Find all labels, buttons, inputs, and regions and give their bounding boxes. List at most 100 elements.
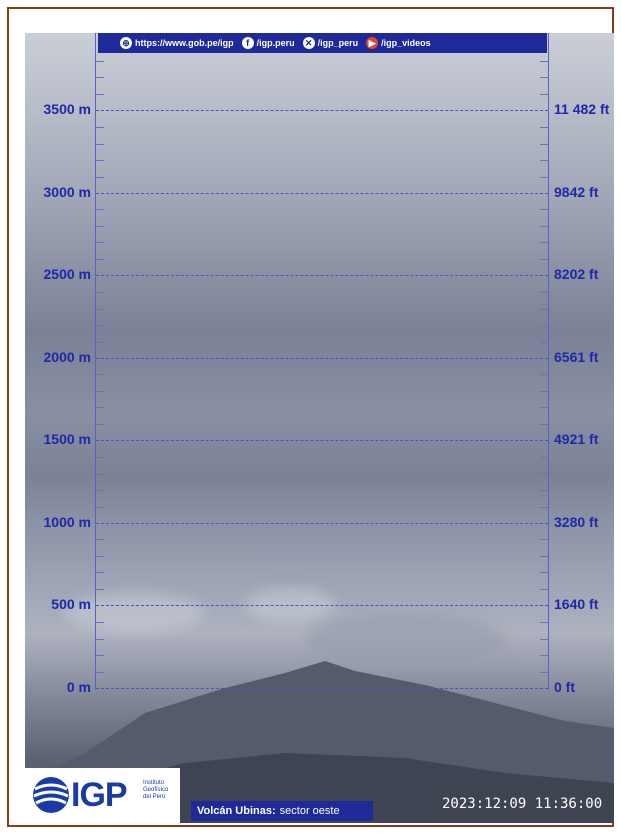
feet-label: 6561 ft: [554, 349, 599, 365]
scale-line: [96, 358, 548, 359]
scale-tick: [96, 309, 104, 310]
scale-tick: [540, 309, 548, 310]
meter-label: 2000 m: [43, 349, 91, 365]
x-link[interactable]: /igp_peru: [317, 38, 359, 48]
timestamp: 2023:12:09 11:36:00: [442, 796, 603, 812]
scale-line: [96, 605, 548, 606]
scale-line: [96, 688, 548, 689]
scale-tick: [540, 127, 548, 128]
scale-tick: [540, 61, 548, 62]
scale-tick: [540, 259, 548, 260]
scale-tick: [96, 556, 104, 557]
scale-tick: [540, 292, 548, 293]
scale-tick: [540, 589, 548, 590]
scale-tick: [96, 94, 104, 95]
scale-line: [96, 440, 548, 441]
scale-tick: [96, 639, 104, 640]
scale-tick: [540, 160, 548, 161]
facebook-icon: f: [241, 37, 254, 49]
scale-tick: [96, 572, 104, 573]
scale-tick: [96, 507, 104, 508]
globe-logo-icon: [33, 777, 69, 813]
scale-tick: [96, 77, 104, 78]
scale-tick: [96, 374, 104, 375]
scale-tick: [540, 622, 548, 623]
x-icon: ✕: [302, 37, 315, 49]
scale-line: [96, 110, 548, 111]
scale-tick: [96, 622, 104, 623]
meter-label: 3000 m: [43, 184, 91, 200]
youtube-icon: ▶: [366, 37, 379, 49]
scale-tick: [540, 391, 548, 392]
scale-tick: [540, 407, 548, 408]
scale-tick: [540, 325, 548, 326]
scale-tick: [540, 242, 548, 243]
scale-tick: [96, 490, 104, 491]
facebook-link[interactable]: /igp.peru: [256, 38, 295, 48]
scale-tick: [540, 539, 548, 540]
scale-tick: [96, 61, 104, 62]
scale-tick: [96, 655, 104, 656]
top-info-bar: ⊕ https://www.gob.pe/igp f/igp.peru ✕/igp…: [98, 33, 547, 53]
logo-text: IGP: [71, 776, 128, 814]
scale-tick: [540, 639, 548, 640]
feet-label: 0 ft: [554, 679, 575, 695]
scale-tick: [96, 160, 104, 161]
meter-label: 0 m: [66, 679, 91, 695]
feet-label: 4921 ft: [554, 431, 599, 447]
meter-label: 2500 m: [43, 266, 91, 282]
volcano-caption: Volcán Ubinas: sector oeste: [191, 801, 373, 821]
scale-tick: [540, 209, 548, 210]
scale-tick: [540, 342, 548, 343]
feet-label: 8202 ft: [554, 266, 599, 282]
scale-tick: [96, 589, 104, 590]
scale-tick: [96, 242, 104, 243]
meter-label: 1000 m: [43, 514, 91, 530]
scale-tick: [96, 672, 104, 673]
scale-tick: [540, 490, 548, 491]
scale-tick: [540, 94, 548, 95]
website-link[interactable]: https://www.gob.pe/igp: [135, 38, 234, 48]
scale-tick: [540, 507, 548, 508]
scale-tick: [96, 292, 104, 293]
scale-tick: [96, 539, 104, 540]
left-scale-axis: [95, 33, 96, 690]
scale-line: [96, 193, 548, 194]
scale-tick: [96, 391, 104, 392]
scale-tick: [96, 144, 104, 145]
scale-tick: [96, 457, 104, 458]
logo-subtitle: Instituto Geofísico del Perú: [143, 780, 169, 800]
scale-tick: [96, 325, 104, 326]
meter-label: 1500 m: [43, 431, 91, 447]
scale-tick: [96, 177, 104, 178]
scale-tick: [96, 342, 104, 343]
scale-tick: [540, 474, 548, 475]
scale-tick: [540, 672, 548, 673]
scale-tick: [540, 226, 548, 227]
scale-line: [96, 523, 548, 524]
scale-line: [96, 275, 548, 276]
scale-tick: [540, 655, 548, 656]
scale-tick: [540, 556, 548, 557]
scale-tick: [540, 374, 548, 375]
meter-label: 500 m: [51, 596, 91, 612]
scale-tick: [96, 474, 104, 475]
scale-tick: [540, 424, 548, 425]
scale-tick: [96, 407, 104, 408]
scale-tick: [96, 226, 104, 227]
volcano-webcam-photo: [25, 33, 614, 823]
globe-icon: ⊕: [120, 37, 132, 49]
right-scale-axis: [548, 33, 549, 690]
scale-tick: [540, 77, 548, 78]
videos-link[interactable]: /igp_videos: [381, 38, 431, 48]
scale-tick: [540, 572, 548, 573]
feet-label: 3280 ft: [554, 514, 599, 530]
volcano-name: Volcán Ubinas:: [197, 805, 276, 817]
feet-label: 11 482 ft: [554, 101, 610, 117]
scale-tick: [540, 144, 548, 145]
scale-tick: [96, 209, 104, 210]
feet-label: 1640 ft: [554, 596, 599, 612]
feet-label: 9842 ft: [554, 184, 599, 200]
scale-tick: [540, 177, 548, 178]
volcano-sector: sector oeste: [279, 805, 340, 817]
